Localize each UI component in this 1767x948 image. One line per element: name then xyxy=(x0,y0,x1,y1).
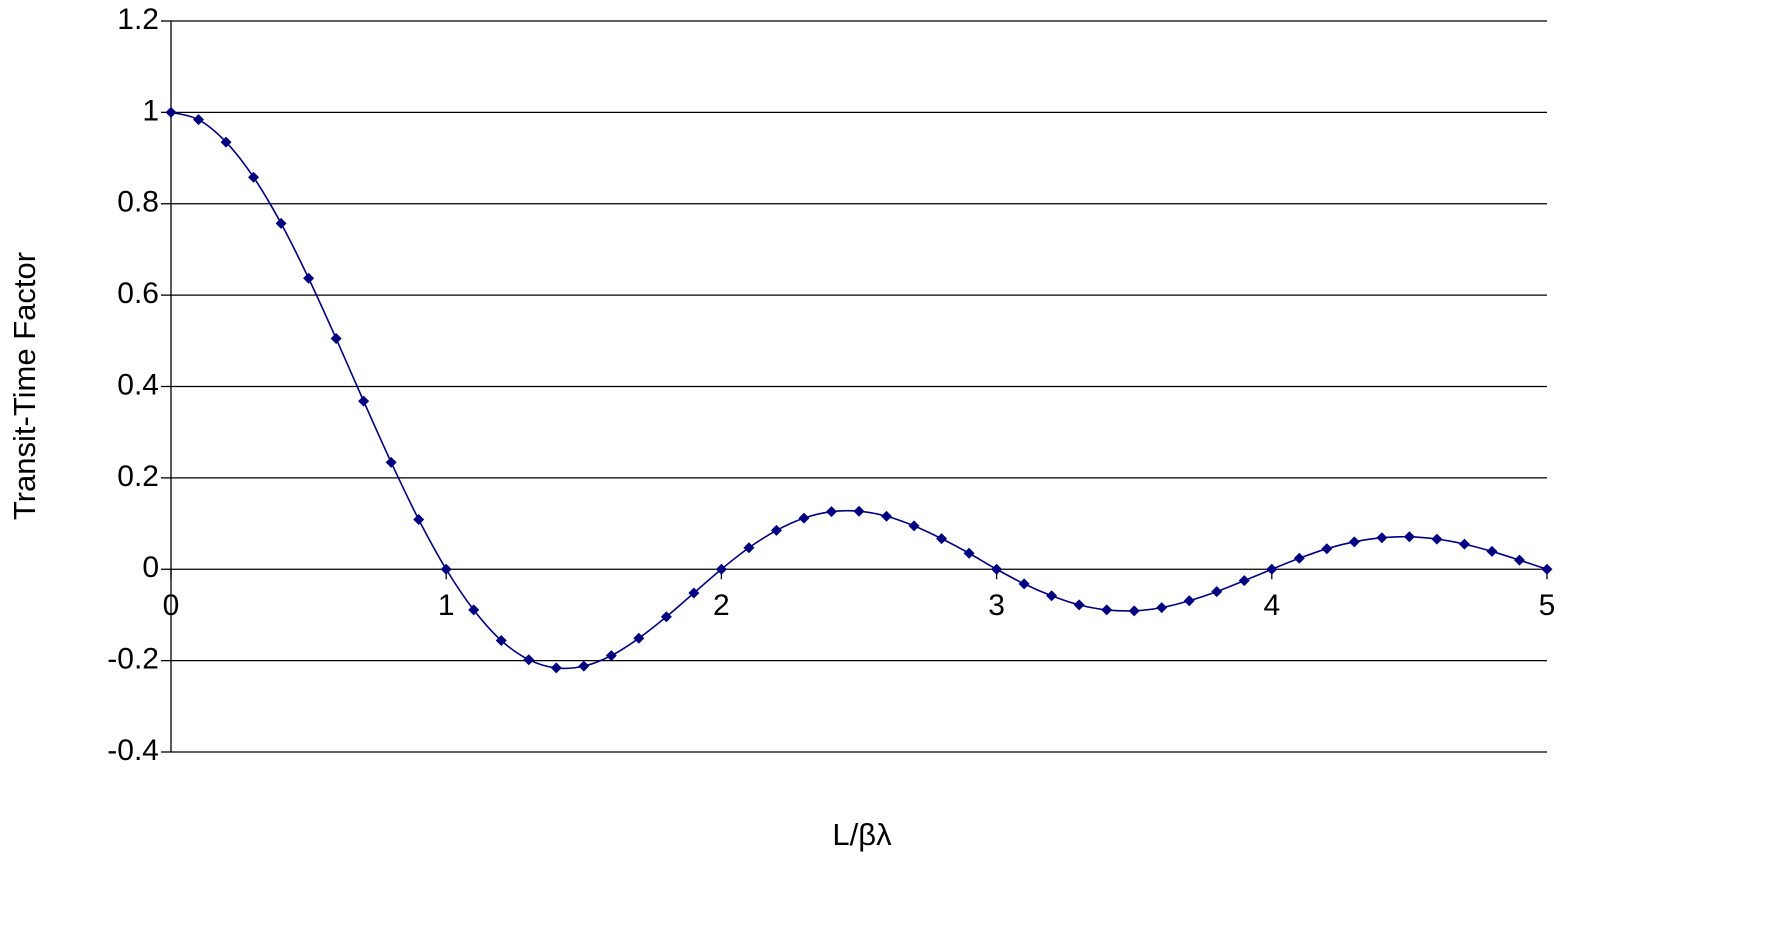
data-point xyxy=(1128,605,1140,617)
data-point xyxy=(688,587,700,599)
data-point xyxy=(1348,536,1360,548)
data-point xyxy=(1403,531,1415,543)
y-tick-label: 0.4 xyxy=(117,368,159,401)
data-point xyxy=(495,635,507,647)
data-point xyxy=(1073,599,1085,611)
y-tick-label: 0.2 xyxy=(117,460,159,493)
series-transit-time-factor xyxy=(165,106,1553,674)
data-point xyxy=(936,533,948,545)
data-point xyxy=(165,106,177,118)
data-point xyxy=(1513,554,1525,566)
data-point xyxy=(1211,586,1223,598)
data-point xyxy=(385,456,397,468)
gridlines xyxy=(171,20,1547,662)
y-tick-label: 1 xyxy=(142,94,159,127)
data-point xyxy=(991,563,1003,575)
data-point xyxy=(220,136,232,148)
x-tick-label: 3 xyxy=(988,589,1005,622)
data-point xyxy=(1101,604,1113,616)
data-point xyxy=(908,520,920,532)
data-point xyxy=(248,171,260,183)
data-point xyxy=(440,563,452,575)
data-point xyxy=(1458,538,1470,550)
x-tick-label: 0 xyxy=(163,589,180,622)
data-point xyxy=(578,660,590,672)
data-point xyxy=(853,505,865,517)
x-tick-label: 1 xyxy=(438,589,455,622)
y-tick-label: -0.2 xyxy=(107,643,159,676)
data-point xyxy=(1431,533,1443,545)
data-point xyxy=(193,114,205,126)
y-tick-label: 0 xyxy=(142,551,159,584)
data-point xyxy=(1238,575,1250,587)
data-point xyxy=(660,611,672,623)
data-point xyxy=(963,547,975,559)
x-tick-label: 4 xyxy=(1263,589,1280,622)
x-axis-title: L/βλ xyxy=(832,817,892,852)
data-point xyxy=(1293,552,1305,564)
axes xyxy=(161,20,1548,753)
data-point xyxy=(550,662,562,674)
data-point xyxy=(303,272,315,284)
data-point xyxy=(1018,578,1030,590)
x-tick-label: 5 xyxy=(1539,589,1556,622)
data-point xyxy=(770,524,782,536)
data-point xyxy=(881,510,893,522)
data-point xyxy=(358,395,370,407)
data-point xyxy=(798,512,810,524)
y-tick-label: 0.6 xyxy=(117,277,159,310)
data-point xyxy=(1541,563,1553,575)
data-point xyxy=(605,650,617,662)
series-line xyxy=(170,111,1548,670)
data-point xyxy=(633,632,645,644)
data-point xyxy=(413,513,425,525)
data-point xyxy=(1183,595,1195,607)
data-point xyxy=(715,563,727,575)
data-point xyxy=(743,542,755,554)
data-point xyxy=(275,217,287,229)
x-tick-labels: 0 1 2 3 4 5 xyxy=(163,589,1556,622)
y-tick-label: 1.2 xyxy=(117,3,159,36)
data-point xyxy=(330,333,342,345)
x-tick-label: 2 xyxy=(713,589,730,622)
data-point xyxy=(1486,545,1498,557)
data-point xyxy=(468,604,480,616)
data-point xyxy=(1376,532,1388,544)
y-tick-label: 0.8 xyxy=(117,186,159,219)
data-point xyxy=(523,654,535,666)
data-point xyxy=(1046,590,1058,602)
y-axis-title: Transit-Time Factor xyxy=(7,252,42,520)
data-point xyxy=(1321,543,1333,555)
data-point xyxy=(825,506,837,518)
y-tick-label: -0.4 xyxy=(107,734,159,767)
data-point xyxy=(1266,563,1278,575)
data-point xyxy=(1156,602,1168,614)
y-tick-labels: 1.2 1 0.8 0.6 0.4 0.2 0 -0.2 -0.4 xyxy=(107,3,159,767)
